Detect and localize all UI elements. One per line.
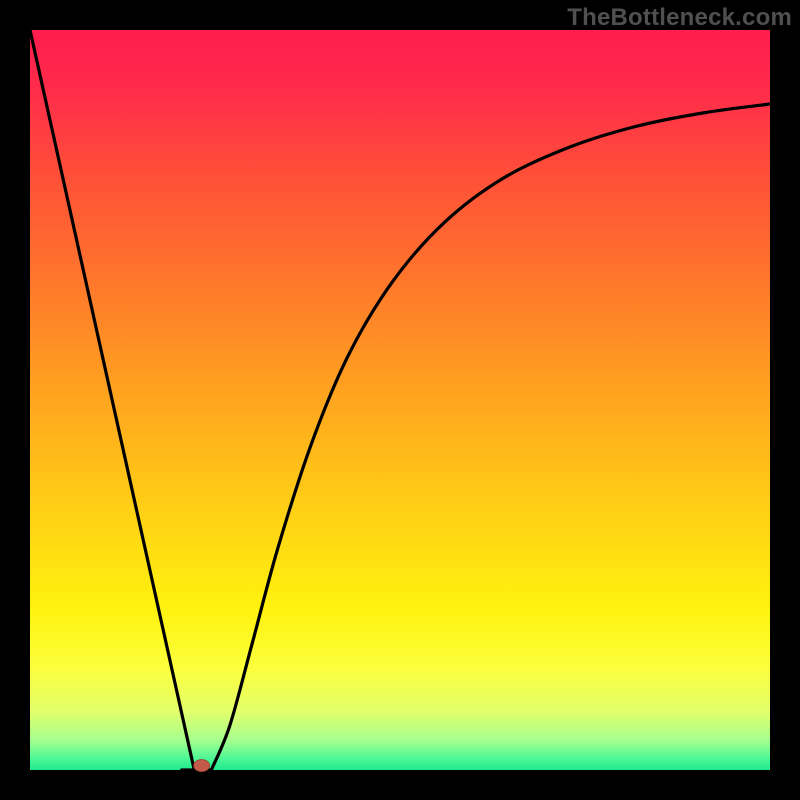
optimal-point-marker: [194, 760, 210, 772]
watermark-text: TheBottleneck.com: [567, 4, 792, 32]
bottleneck-chart-svg: [0, 0, 800, 800]
heatmap-gradient-background: [30, 30, 770, 770]
chart-stage: TheBottleneck.com: [0, 0, 800, 800]
